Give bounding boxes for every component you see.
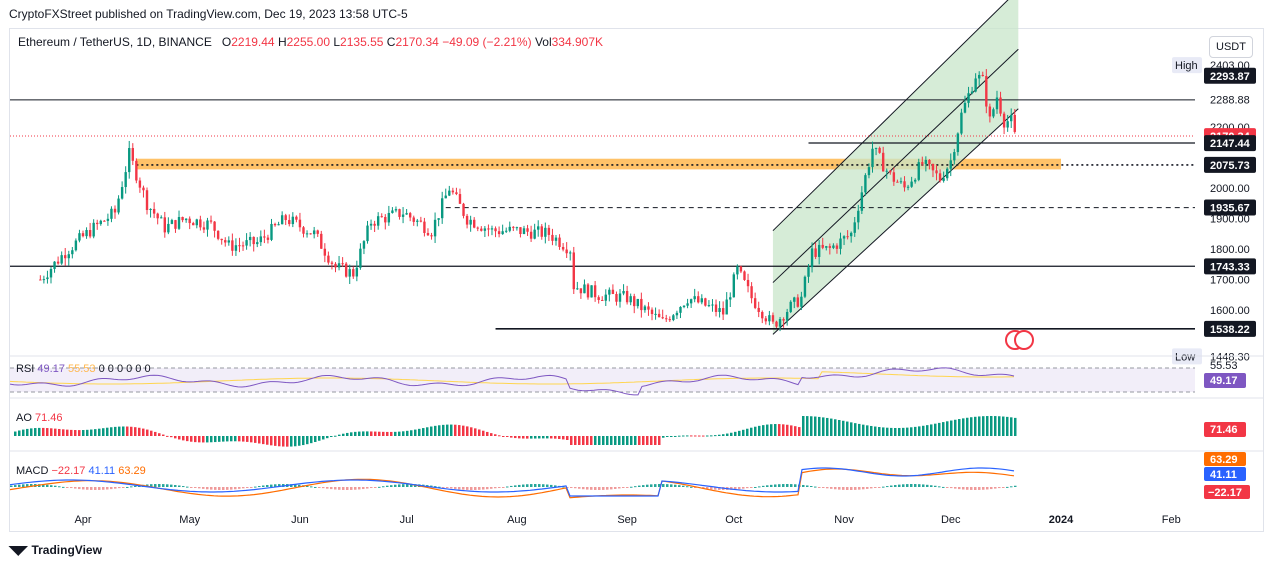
chart-frame[interactable] (9, 28, 1264, 532)
publisher-header: CryptoFXStreet published on TradingView.… (9, 7, 408, 21)
footer-brand: ◥◤ TradingView (9, 543, 102, 557)
high-value: 2255.00 (286, 35, 331, 49)
rsi-label: RSI (16, 363, 35, 375)
symbol-title: Ethereum / TetherUS, 1D, BINANCE (18, 35, 212, 49)
rsi-legend: RSI 49.17 55.53 0 0 0 0 0 0 (16, 363, 151, 375)
rsi-extra: 0 0 0 0 0 0 (98, 363, 151, 375)
rsi-value: 49.17 (37, 363, 65, 375)
tradingview-logo-icon: ◥◤ (9, 543, 28, 557)
macd-hist-value: −22.17 (51, 465, 86, 477)
close-label: C (386, 35, 396, 49)
volume-label: Vol (534, 35, 552, 49)
ao-label: AO (16, 412, 32, 424)
ao-value: 71.46 (34, 412, 63, 424)
ao-legend: AO 71.46 (16, 412, 63, 424)
macd-legend: MACD −22.17 41.11 63.29 (16, 465, 146, 477)
macd-signal-value: 63.29 (118, 465, 146, 477)
volume-value: 334.907K (551, 35, 604, 49)
macd-line-value: 41.11 (88, 465, 116, 477)
symbol-legend: Ethereum / TetherUS, 1D, BINANCE O2219.4… (18, 35, 603, 49)
change-value: −49.09 (−2.21%) (442, 35, 532, 49)
low-value: 2135.55 (340, 35, 384, 49)
close-value: 2170.34 (395, 35, 439, 49)
macd-label: MACD (16, 465, 49, 477)
currency-unit-button[interactable]: USDT (1209, 36, 1253, 58)
low-label: L (333, 35, 341, 49)
open-label: O (221, 35, 232, 49)
footer-brand-text: TradingView (31, 543, 102, 557)
high-label: H (277, 35, 287, 49)
open-value: 2219.44 (231, 35, 275, 49)
rsi-ma-value: 55.53 (68, 363, 96, 375)
